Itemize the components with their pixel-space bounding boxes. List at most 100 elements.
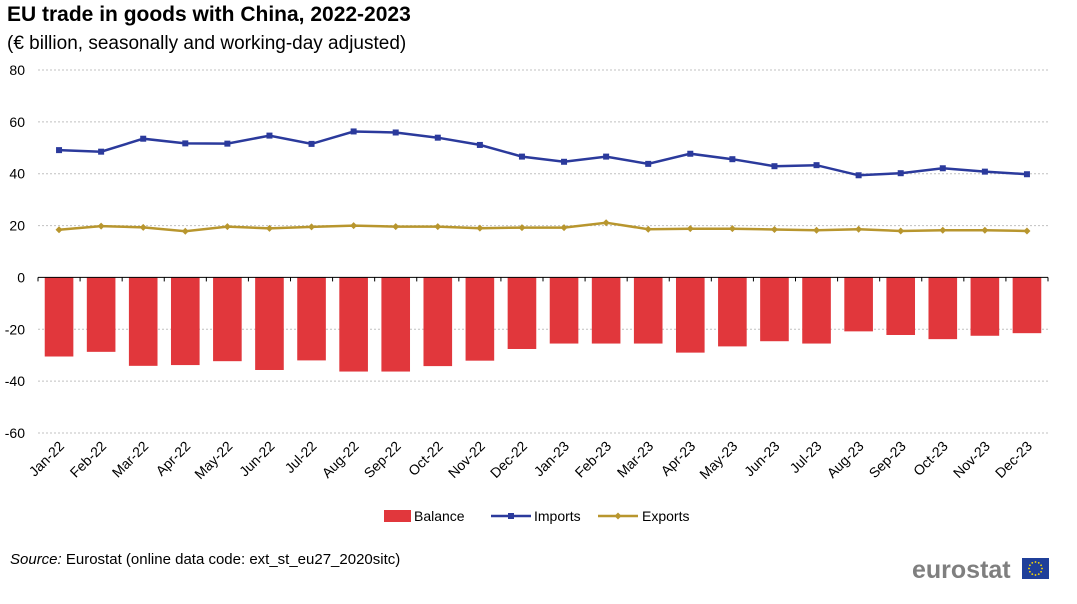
imports-point — [561, 158, 568, 165]
imports-point — [98, 148, 105, 155]
imports-point — [140, 135, 147, 142]
bar-balance — [886, 277, 916, 335]
imports-point — [687, 150, 694, 157]
y-tick-label: 20 — [9, 218, 25, 234]
bar-balance — [465, 277, 495, 361]
imports-line — [58, 130, 1028, 177]
x-tick-label: Nov-22 — [445, 438, 488, 481]
imports-point — [476, 141, 483, 148]
source-note: Source: Eurostat (online data code: ext_… — [10, 551, 400, 568]
bar-balance — [928, 277, 958, 340]
legend-swatch-balance — [384, 510, 411, 522]
bar-balance — [86, 277, 116, 352]
y-tick-label: 60 — [9, 114, 25, 130]
exports-point — [813, 226, 821, 234]
exports-line — [58, 221, 1028, 233]
bar-balance — [44, 277, 74, 357]
imports-point — [434, 134, 441, 141]
y-tick-label: -60 — [5, 425, 25, 441]
exports-point — [476, 224, 484, 232]
x-tick-label: Apr-23 — [657, 438, 698, 479]
x-tick-label: Jun-22 — [236, 438, 278, 480]
bar-balance — [507, 277, 537, 349]
x-tick-label: Oct-22 — [405, 438, 446, 479]
exports-point — [55, 226, 63, 234]
imports-point — [182, 140, 189, 147]
exports-point — [644, 225, 652, 233]
imports-point — [266, 132, 273, 139]
imports-point — [855, 172, 862, 179]
exports-point — [308, 223, 316, 231]
exports-point — [560, 224, 568, 232]
x-tick-label: Feb-23 — [572, 438, 615, 481]
bar-balance — [170, 277, 200, 366]
x-tick-label: Nov-23 — [950, 438, 993, 481]
legend-label-exports: Exports — [642, 508, 689, 524]
y-tick-label: 80 — [9, 62, 25, 78]
bar-balance — [128, 277, 158, 366]
source-text: Eurostat (online data code: ext_st_eu27_… — [61, 551, 401, 568]
imports-point — [518, 153, 525, 160]
imports-point — [645, 160, 652, 167]
imports-point — [1023, 171, 1030, 178]
exports-point — [265, 224, 273, 232]
legend-marker-exports — [614, 512, 622, 520]
imports-point — [981, 168, 988, 175]
imports-point — [897, 170, 904, 177]
bar-balance — [970, 277, 1000, 336]
exports-point — [602, 219, 610, 227]
bar-balance — [802, 277, 831, 344]
eu-flag-icon — [1022, 558, 1049, 579]
exports-point — [392, 223, 400, 231]
bar-balance — [675, 277, 705, 353]
source-label: Source: — [10, 551, 62, 568]
bar-balance — [213, 277, 242, 362]
exports-point — [97, 222, 105, 230]
y-tick-label: -20 — [5, 321, 25, 337]
chart-title: EU trade in goods with China, 2022-2023 — [7, 3, 411, 26]
logo-text: eurostat — [912, 556, 1011, 584]
x-tick-label: Jan-22 — [26, 438, 68, 480]
legend-label-imports: Imports — [534, 508, 581, 524]
exports-point — [350, 222, 358, 230]
y-tick-label: -40 — [5, 373, 25, 389]
imports-point — [224, 140, 231, 147]
bar-balance — [1012, 277, 1042, 334]
x-tick-label: May-23 — [696, 438, 740, 482]
bar-balance — [549, 277, 579, 344]
exports-point — [770, 225, 778, 233]
legend-marker-imports — [508, 513, 514, 519]
bar-balance — [633, 277, 663, 344]
x-tick-label: Sep-22 — [361, 438, 404, 481]
imports-point — [56, 147, 63, 154]
imports-point — [813, 162, 820, 169]
y-tick-label: 0 — [17, 269, 25, 285]
bar-balance — [760, 277, 789, 342]
x-tick-label: Apr-22 — [152, 438, 193, 479]
x-tick-label: Sep-23 — [866, 438, 909, 481]
x-tick-label: Jan-23 — [531, 438, 573, 480]
bar-balance — [423, 277, 453, 367]
x-tick-label: Mar-22 — [109, 438, 152, 481]
imports-point — [603, 153, 610, 160]
exports-point — [434, 223, 442, 231]
x-tick-label: Jul-23 — [786, 438, 824, 476]
exports-point — [686, 225, 694, 233]
exports-point — [139, 223, 147, 231]
x-tick-label: May-22 — [191, 438, 235, 482]
bar-balance — [844, 277, 873, 332]
x-tick-label: Jun-23 — [741, 438, 783, 480]
imports-point — [939, 165, 946, 172]
x-tick-label: Oct-23 — [910, 438, 951, 479]
x-tick-label: Aug-22 — [319, 438, 362, 481]
x-tick-label: Jul-22 — [281, 438, 319, 476]
x-tick-label: Mar-23 — [614, 438, 657, 481]
exports-point — [223, 223, 231, 231]
x-tick-label: Dec-22 — [487, 438, 530, 481]
exports-point — [518, 224, 526, 232]
imports-point — [350, 128, 357, 135]
exports-point — [1023, 227, 1031, 235]
legend-label-balance: Balance — [414, 508, 465, 524]
bar-balance — [297, 277, 326, 361]
